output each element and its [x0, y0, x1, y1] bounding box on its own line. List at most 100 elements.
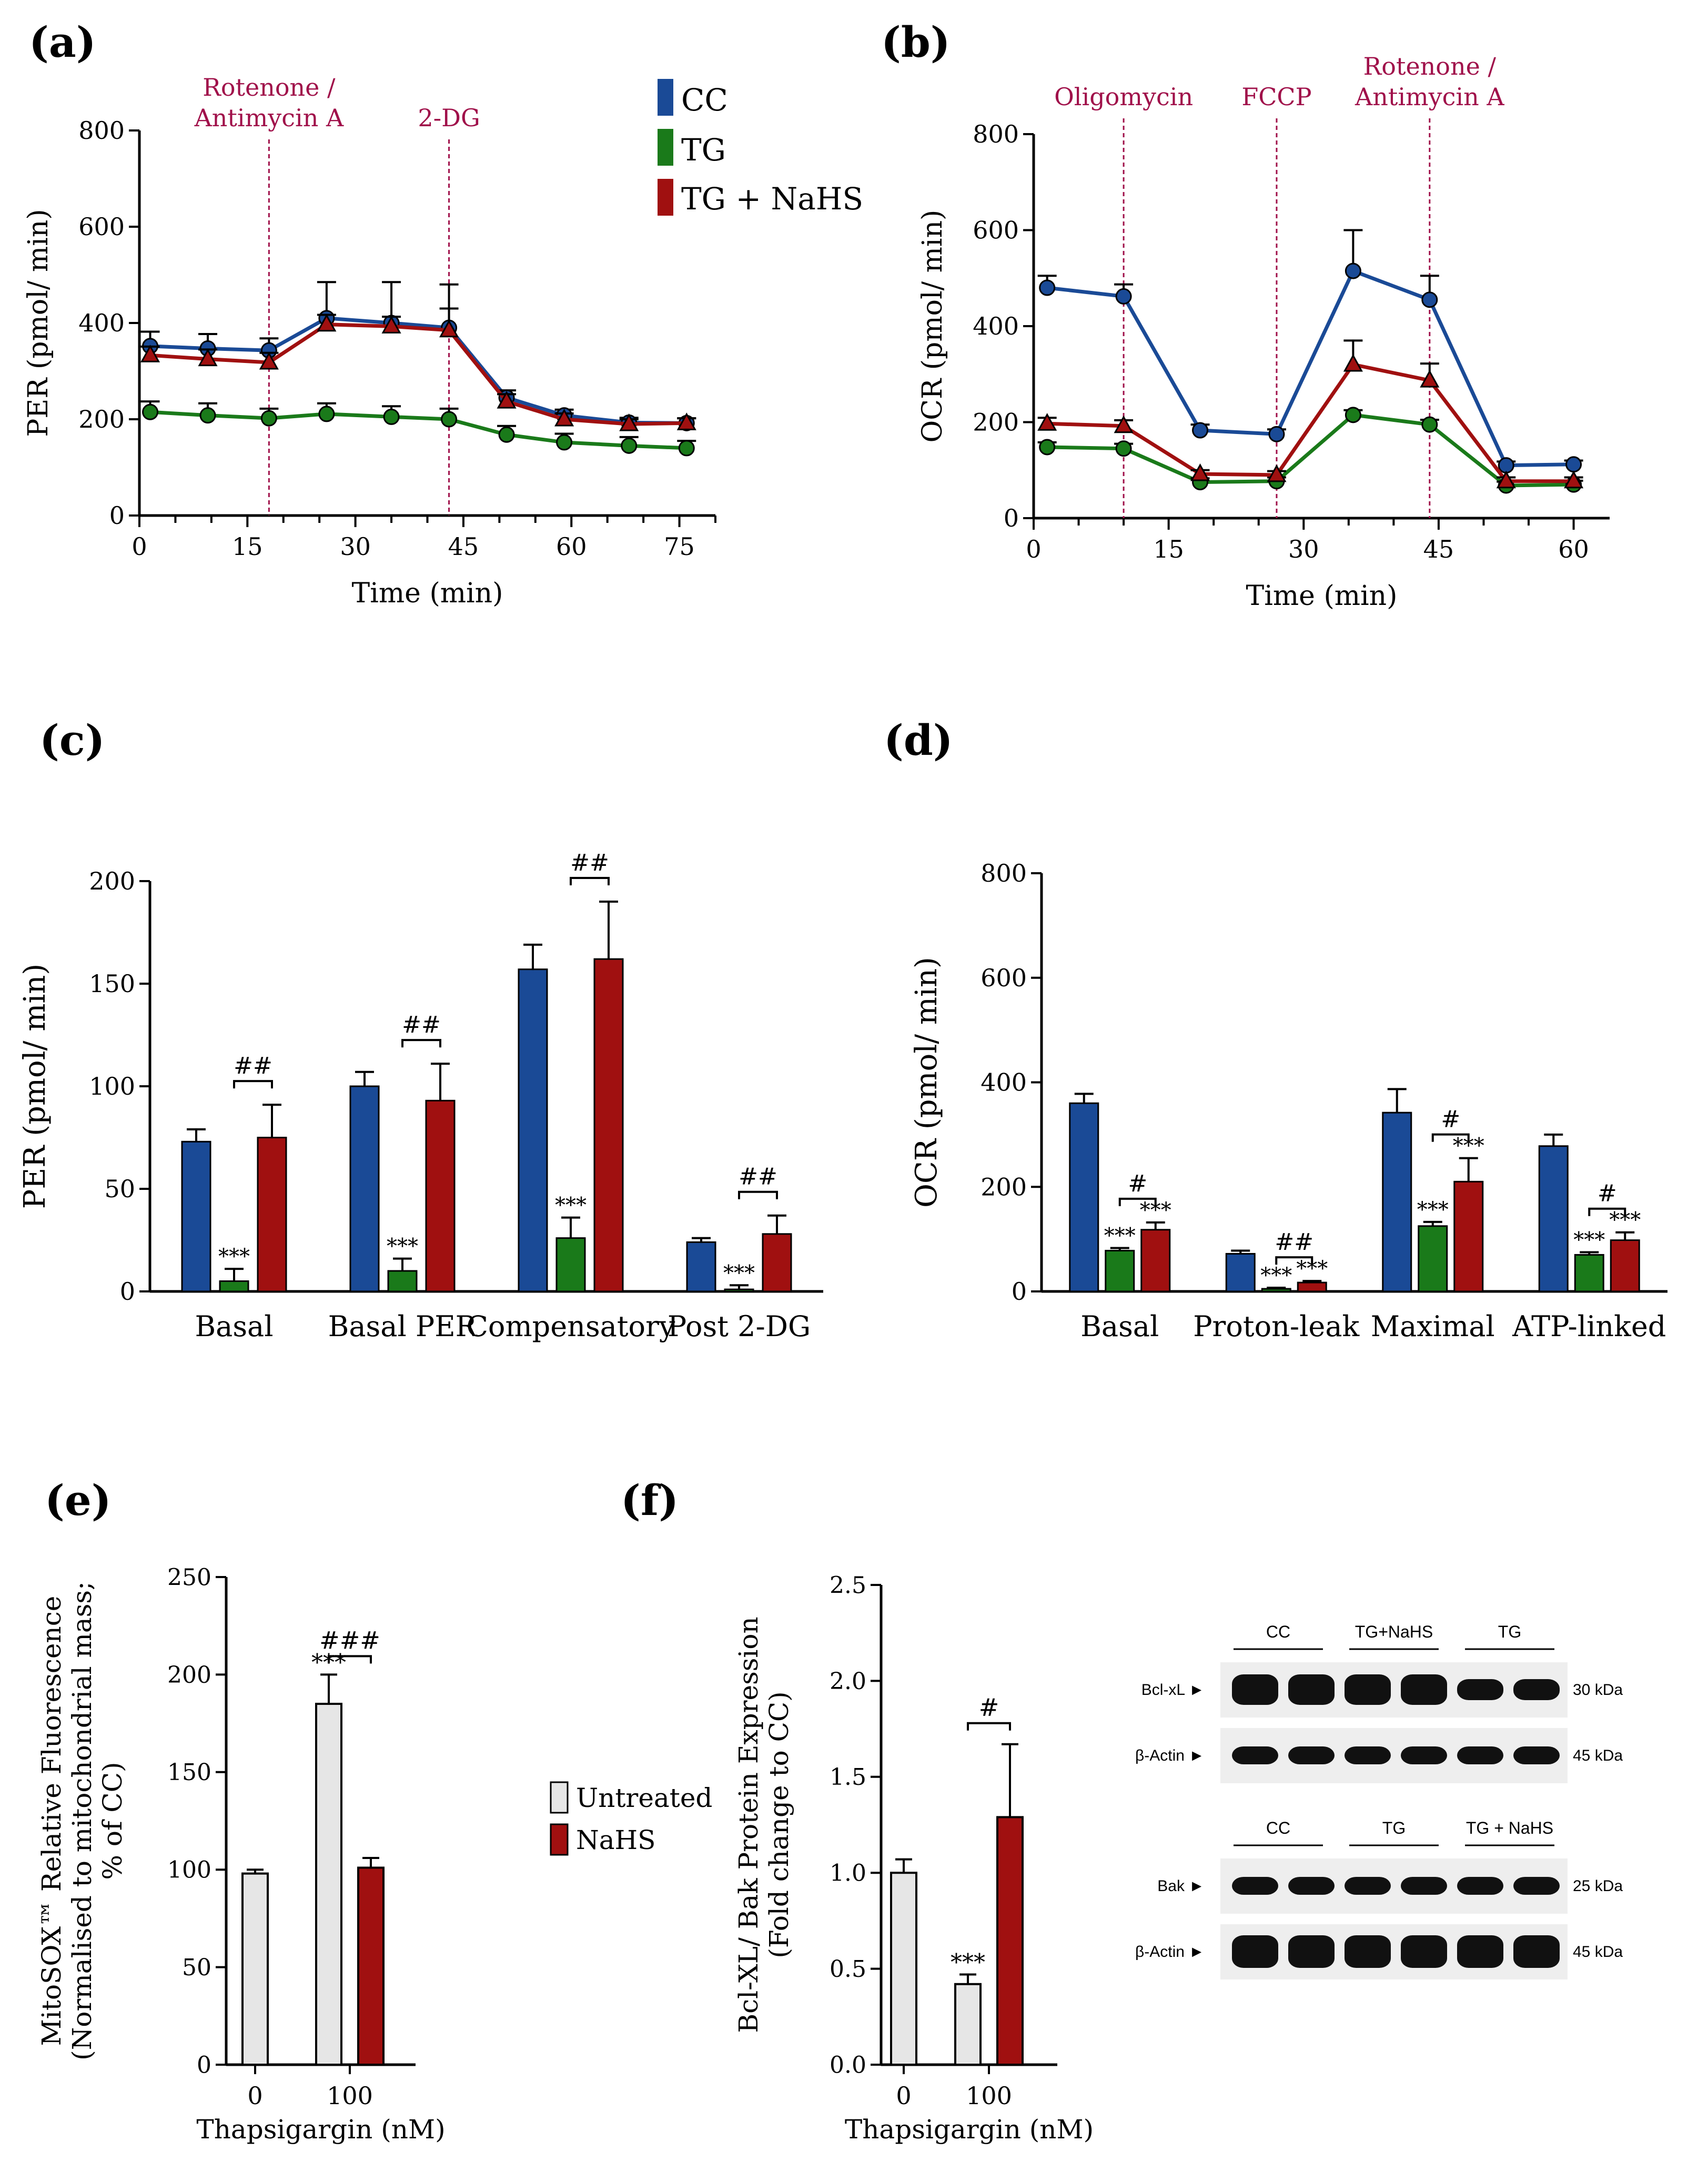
- data-point-tgn: [259, 351, 279, 370]
- data-point-cc: [1268, 426, 1285, 442]
- bracket-label: ##: [739, 1164, 777, 1190]
- bar-nahs: [996, 1816, 1024, 2066]
- chart-d: 0 200 400 600 800 OCR (pmol/ min) Basal *** *** #…: [909, 859, 1667, 1343]
- bar-tg: [1261, 1288, 1291, 1292]
- data-point-tg: [441, 411, 458, 428]
- blot-kda-label: 45 kDa: [1573, 1943, 1623, 1961]
- y-tick-label: 200: [78, 405, 125, 433]
- blot-row-label: β-Actin ►: [1135, 1943, 1205, 1961]
- bracket-label: ###: [319, 1626, 380, 1654]
- y-tick-label: 400: [981, 1068, 1027, 1097]
- significance-label: ***: [1260, 1264, 1292, 1288]
- bar-tgn: [762, 1233, 792, 1292]
- x-axis-title: Time (min): [1246, 580, 1398, 612]
- data-point-tgn: [1037, 413, 1057, 431]
- x-tick-label: 100: [327, 2082, 373, 2110]
- data-point-tgn: [1267, 464, 1287, 482]
- y-tick-label: 400: [78, 309, 125, 337]
- chart-b: 0 200 400 600 800 0 15 30 45 60 Time (min) OCR (pmo…: [917, 52, 1610, 612]
- bar-tg: [555, 1237, 586, 1292]
- data-point-cc: [1498, 457, 1514, 474]
- panel-label-e: (e): [45, 1476, 112, 1525]
- blot-group-label: TG + NaHS: [1466, 1819, 1553, 1837]
- blot-band: [1513, 1935, 1560, 1968]
- category-label: Basal: [1080, 1310, 1159, 1343]
- blot-band: [1288, 1674, 1335, 1705]
- x-tick-label: 15: [232, 532, 263, 561]
- significance-label: ***: [1417, 1198, 1449, 1222]
- data-point-cc: [1421, 291, 1438, 308]
- y-tick-label: 0: [1012, 1277, 1027, 1306]
- significance-label: ***: [218, 1245, 250, 1269]
- legend-label-nahs: NaHS: [576, 1825, 655, 1855]
- blot-band: [1513, 1679, 1560, 1700]
- bar-cc: [349, 1085, 380, 1292]
- legend-label-tgn: TG + NaHS: [681, 181, 863, 217]
- panel-label-c: (c): [39, 715, 105, 765]
- blot-band: [1232, 1877, 1278, 1895]
- blot-band: [1345, 1935, 1391, 1968]
- bar-tg: [1418, 1225, 1448, 1292]
- series-line-cc: [150, 316, 687, 425]
- y-tick-label: 0: [197, 2052, 211, 2078]
- y-tick-label: 600: [78, 213, 125, 241]
- significance-bracket: [967, 1722, 1011, 1731]
- data-point-tgn: [497, 391, 517, 409]
- data-point-cc: [1039, 279, 1056, 296]
- data-point-cc: [1115, 288, 1132, 305]
- blot-membrane: [1220, 1858, 1568, 1914]
- y-tick-label: 800: [78, 116, 125, 145]
- bar-untreated: [890, 1872, 917, 2066]
- legend-swatch-untreated: [550, 1781, 569, 1814]
- x-tick-label: 0: [1026, 535, 1041, 563]
- data-point-tg: [1421, 416, 1438, 433]
- y-axis-title: PER (pmol/ min): [23, 209, 54, 437]
- panel-label-f: (f): [621, 1476, 679, 1525]
- y-tick-label: 400: [973, 312, 1019, 340]
- y-axis-title: OCR (pmol/ min): [917, 210, 948, 443]
- y-tick-label: 800: [981, 859, 1027, 887]
- significance-bracket: [1431, 1133, 1470, 1142]
- y-tick-label: 100: [89, 1072, 135, 1100]
- data-point-tgn: [198, 348, 218, 367]
- data-point-tgn: [381, 316, 401, 334]
- injection-marker-label: FCCP: [1241, 83, 1311, 111]
- blot-band: [1288, 1746, 1335, 1764]
- x-tick-label: 0: [896, 2082, 911, 2110]
- bar-tgn: [1610, 1239, 1640, 1292]
- significance-bracket: [738, 1190, 778, 1199]
- legend-label-cc: CC: [681, 82, 728, 118]
- blot-kda-label: 30 kDa: [1573, 1681, 1623, 1699]
- data-point-tgn: [619, 413, 639, 431]
- data-point-tg: [1039, 439, 1056, 456]
- bracket-label: ##: [402, 1012, 441, 1038]
- bar-untreated: [954, 1983, 982, 2066]
- significance-bracket: [401, 1039, 441, 1048]
- significance-bracket: [328, 1655, 372, 1664]
- bar-nahs: [357, 1866, 385, 2066]
- data-point-tg: [621, 437, 638, 454]
- bar-tg: [724, 1288, 754, 1292]
- y-axis-title-line: MitoSOX™ Relative Fluorescence: [36, 1596, 67, 2046]
- bar-tg: [387, 1270, 418, 1292]
- data-point-tg: [260, 410, 277, 427]
- series-line-cc: [1047, 268, 1574, 468]
- data-point-tg: [199, 407, 216, 424]
- injection-marker-label: Antimycin A: [194, 104, 344, 132]
- bar-untreated: [241, 1872, 269, 2066]
- data-point-tgn: [439, 319, 459, 338]
- bar-tgn: [593, 958, 624, 1292]
- blot-band: [1288, 1935, 1335, 1968]
- category-label: Compensatory: [467, 1310, 675, 1343]
- blot-band: [1457, 1935, 1503, 1968]
- data-point-tgn: [676, 412, 696, 430]
- significance-bracket: [1275, 1256, 1313, 1265]
- y-axis-title-line: % of CC): [97, 1762, 128, 1880]
- data-point-tgn: [1496, 470, 1516, 489]
- category-label: Post 2-DG: [668, 1310, 811, 1343]
- bracket-label: ##: [1275, 1229, 1313, 1256]
- y-tick-label: 0.0: [830, 2052, 866, 2078]
- blot-row-label: β-Actin ►: [1135, 1747, 1205, 1764]
- bar-tgn: [425, 1099, 456, 1292]
- y-tick-label: 150: [89, 969, 135, 998]
